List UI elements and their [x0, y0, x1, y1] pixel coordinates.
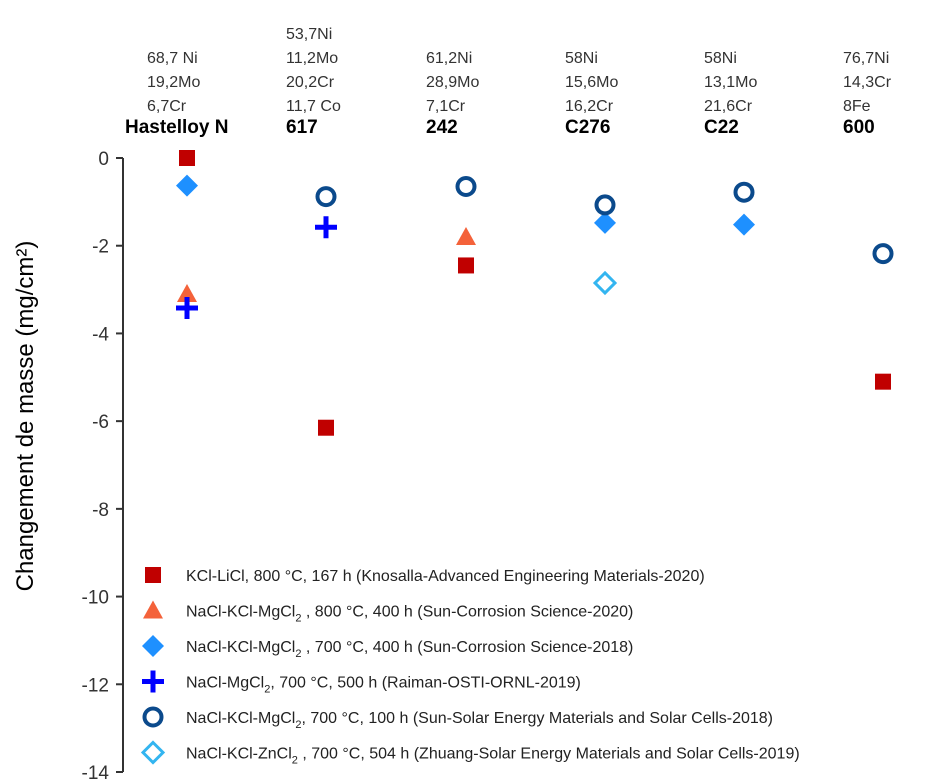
y-axis-label: Changement de masse (mg/cm²): [12, 241, 39, 592]
y-tick-label: 0: [98, 149, 109, 170]
legend-marker-square: [145, 567, 161, 583]
legend-entry-label: NaCl-KCl-MgCl2 , 800 °C, 400 h (Sun-Corr…: [186, 604, 633, 625]
composition-label: 11,7 Co: [286, 98, 341, 115]
composition-label: 7,1Cr: [426, 98, 466, 115]
legend-marker-triangle: [143, 600, 163, 619]
y-tick-label: -8: [92, 500, 109, 521]
legend-entry-label: NaCl-MgCl2, 700 °C, 500 h (Raiman-OSTI-O…: [186, 675, 581, 696]
data-point-plus: [315, 216, 337, 239]
data-point-plus: [176, 296, 198, 319]
y-tick-label: -6: [92, 412, 109, 433]
composition-label: 13,1Mo: [704, 74, 757, 91]
data-point-triangle: [456, 226, 476, 245]
alloy-name: C22: [704, 117, 739, 138]
data-points: [176, 150, 894, 436]
data-point-diamond: [594, 211, 616, 234]
data-point-open-diamond: [592, 270, 618, 296]
composition-label: 11,2Mo: [286, 50, 338, 67]
y-tick-label: -2: [92, 237, 109, 258]
data-point-square: [179, 150, 195, 166]
alloy-name: 617: [286, 117, 318, 138]
alloy-labels: 68,7 Ni 19,2Mo 6,7Cr Hastelloy N 53,7Ni 11,2M…: [125, 26, 892, 138]
data-point-square: [318, 419, 334, 436]
legend-marker-plus: [142, 670, 164, 693]
alloy-name: C276: [565, 117, 610, 138]
data-point-square: [458, 257, 474, 274]
composition-label: 6,7Cr: [147, 98, 187, 115]
composition-label: 28,9Mo: [426, 74, 479, 91]
data-point-circle: [594, 194, 616, 216]
alloy-name: 242: [426, 117, 458, 138]
data-point-circle: [315, 186, 337, 208]
data-point-diamond: [176, 174, 198, 197]
legend-marker-circle: [142, 706, 164, 728]
composition-label: 76,7Ni: [843, 50, 889, 67]
y-axis-label-group: Changement de masse (mg/cm²): [12, 241, 39, 592]
y-axis: 0 -2 -4 -6 -8 -10 -12 -14: [82, 149, 124, 781]
data-point-circle: [872, 243, 894, 265]
composition-label: 58Ni: [704, 50, 737, 67]
data-point-triangle: [177, 283, 197, 302]
composition-label: 14,3Cr: [843, 74, 892, 91]
alloy-name: Hastelloy N: [125, 117, 228, 138]
data-point-circle: [733, 181, 755, 203]
y-tick-label: -10: [82, 588, 109, 609]
legend-marker-diamond: [142, 635, 164, 657]
legend-entry-label: NaCl-KCl-MgCl2 , 700 °C, 400 h (Sun-Corr…: [186, 639, 633, 660]
legend-entry-label: KCl-LiCl, 800 °C, 167 h (Knosalla-Advanc…: [186, 568, 705, 585]
composition-label: 53,7Ni: [286, 26, 332, 43]
data-point-diamond: [733, 213, 755, 236]
composition-label: 68,7 Ni: [147, 50, 198, 67]
legend-entry-label: NaCl-KCl-MgCl2, 700 °C, 100 h (Sun-Solar…: [186, 710, 773, 731]
data-point-square: [875, 373, 891, 390]
legend: KCl-LiCl, 800 °C, 167 h (Knosalla-Advanc…: [140, 567, 800, 767]
composition-label: 19,2Mo: [147, 74, 200, 91]
composition-label: 61,2Ni: [426, 50, 472, 67]
composition-label: 20,2Cr: [286, 74, 335, 91]
y-tick-label: -14: [82, 763, 110, 781]
alloy-name: 600: [843, 117, 875, 138]
composition-label: 8Fe: [843, 98, 871, 115]
legend-marker-open-diamond: [140, 740, 166, 765]
data-point-circle: [455, 176, 477, 198]
y-tick-label: -4: [92, 324, 109, 345]
composition-label: 16,2Cr: [565, 98, 614, 115]
composition-label: 58Ni: [565, 50, 598, 67]
y-tick-label: -12: [82, 675, 109, 696]
composition-label: 21,6Cr: [704, 98, 753, 115]
legend-entry-label: NaCl-KCl-ZnCl2 , 700 °C, 504 h (Zhuang-S…: [186, 746, 800, 767]
composition-label: 15,6Mo: [565, 74, 618, 91]
